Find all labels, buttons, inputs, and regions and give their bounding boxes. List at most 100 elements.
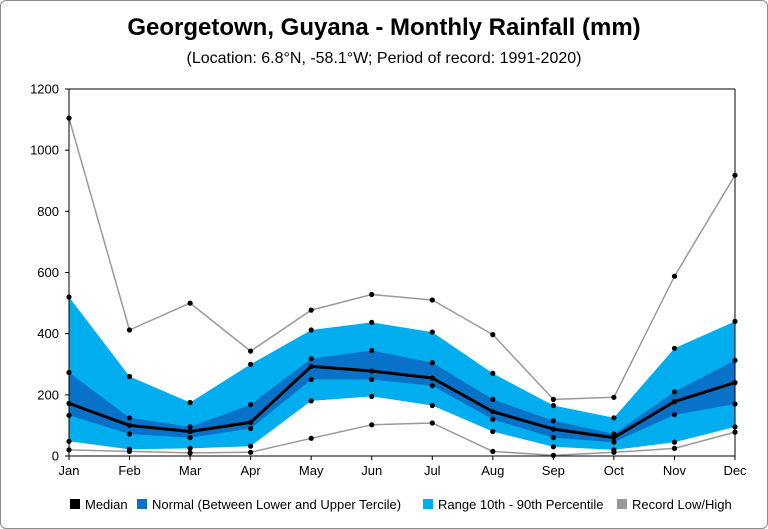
90th-percentile-point [671, 345, 678, 351]
10th-percentile-point [490, 428, 496, 435]
upper-tercile-point [187, 424, 193, 430]
y-tick-label: 400 [37, 326, 59, 341]
upper-tercile-point [429, 360, 435, 366]
normal-tercile-band [69, 350, 735, 443]
upper-tercile-point [126, 415, 133, 421]
chart-title: Georgetown, Guyana - Monthly Rainfall (m… [127, 14, 641, 41]
lower-tercile-point [611, 439, 617, 445]
median-point [429, 375, 435, 381]
median-point [126, 422, 133, 428]
record-low-point [369, 422, 375, 428]
upper-tercile-point [671, 389, 678, 395]
median-point [550, 426, 557, 432]
legend-item-range: Range 10th - 90th Percentile [423, 494, 604, 514]
y-tick-label: 1200 [30, 82, 59, 97]
10th-percentile-point [429, 402, 435, 409]
upper-tercile-point [248, 402, 254, 408]
x-tick-label: Sep [542, 463, 565, 478]
median-point [369, 368, 375, 374]
record-high-line [68, 117, 736, 401]
y-tick-label: 800 [37, 204, 59, 219]
record-low-point [429, 420, 435, 426]
legend-label-median: Median [85, 496, 128, 512]
upper-tercile-point [611, 431, 617, 437]
y-tick-label: 1000 [30, 143, 59, 158]
10th-percentile-point [550, 444, 557, 450]
10th-percentile-point [248, 443, 254, 449]
upper-tercile-point [369, 347, 375, 354]
x-tick-label: Nov [663, 463, 687, 478]
legend-item-median: Median [70, 494, 128, 514]
record-high-point [611, 394, 617, 400]
lower-tercile-point [308, 376, 314, 383]
x-tick-label: Aug [481, 463, 504, 478]
lower-tercile-point [248, 425, 254, 432]
lower-tercile-point [550, 435, 557, 441]
10th-percentile-point [369, 393, 375, 399]
record-low-point [308, 435, 314, 441]
record-low-point [490, 448, 496, 454]
x-tick-label: Oct [604, 463, 625, 478]
median-point [611, 435, 617, 441]
legend-swatch-record [617, 499, 627, 509]
legend-label-record: Record Low/High [632, 496, 732, 512]
record-high-point [671, 273, 678, 279]
10th-percentile-point [187, 445, 193, 451]
lower-tercile-point [369, 376, 375, 383]
legend-item-normal: Normal (Between Lower and Upper Tercile) [137, 494, 401, 514]
90th-percentile-point [308, 327, 314, 333]
median-point [671, 399, 678, 405]
lower-tercile-point [671, 412, 678, 418]
90th-percentile-point [248, 361, 254, 367]
x-tick-label: Apr [241, 463, 262, 478]
10th-percentile-point [611, 447, 617, 453]
upper-tercile-point [490, 396, 496, 402]
median-point [187, 428, 193, 435]
x-tick-label: Mar [179, 463, 202, 478]
legend-swatch-median [70, 499, 80, 509]
lower-tercile-point [429, 383, 435, 389]
x-tick-label: Jan [59, 463, 80, 478]
median-point [490, 409, 496, 415]
y-tick-label: 600 [37, 265, 59, 280]
record-low-line [68, 422, 736, 457]
x-tick-label: May [299, 463, 324, 478]
record-high-point [550, 396, 557, 402]
90th-percentile-point [550, 402, 557, 409]
10th-percentile-point [671, 439, 678, 445]
record-low-point [187, 450, 193, 456]
90th-percentile-point [490, 370, 496, 376]
lower-tercile-point [490, 416, 496, 422]
90th-percentile-point [126, 373, 133, 380]
90th-percentile-point [429, 329, 435, 335]
record-high-point [187, 300, 193, 306]
legend-item-record: Record Low/High [617, 494, 732, 514]
record-low-point [550, 452, 557, 458]
upper-tercile-point [550, 418, 557, 424]
record-high-point [429, 297, 435, 303]
legend: Median Normal (Between Lower and Upper T… [0, 494, 768, 514]
upper-tercile-point [308, 356, 314, 362]
10th-percentile-point [126, 446, 133, 452]
x-tick-label: Jun [361, 463, 382, 478]
legend-label-range: Range 10th - 90th Percentile [438, 496, 604, 512]
lower-tercile-point [187, 435, 193, 441]
y-tick-label: 0 [52, 449, 59, 464]
record-high-point [369, 291, 375, 298]
median-line [68, 364, 736, 440]
90th-percentile-point [611, 415, 617, 421]
record-low-point [248, 449, 254, 455]
10th-percentile-point [308, 398, 314, 404]
record-high-point [126, 327, 133, 333]
90th-percentile-point [187, 399, 193, 406]
record-low-point [671, 445, 678, 451]
record-high-point [308, 307, 314, 313]
x-tick-label: Jul [424, 463, 441, 478]
record-high-point [490, 332, 496, 338]
median-point [308, 363, 314, 369]
y-tick-label: 200 [37, 387, 59, 402]
legend-swatch-range [423, 499, 433, 509]
lower-tercile-point [126, 431, 133, 437]
median-point [248, 419, 254, 425]
